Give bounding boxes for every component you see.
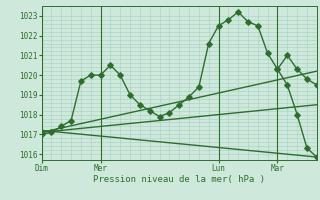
X-axis label: Pression niveau de la mer( hPa ): Pression niveau de la mer( hPa ): [93, 175, 265, 184]
